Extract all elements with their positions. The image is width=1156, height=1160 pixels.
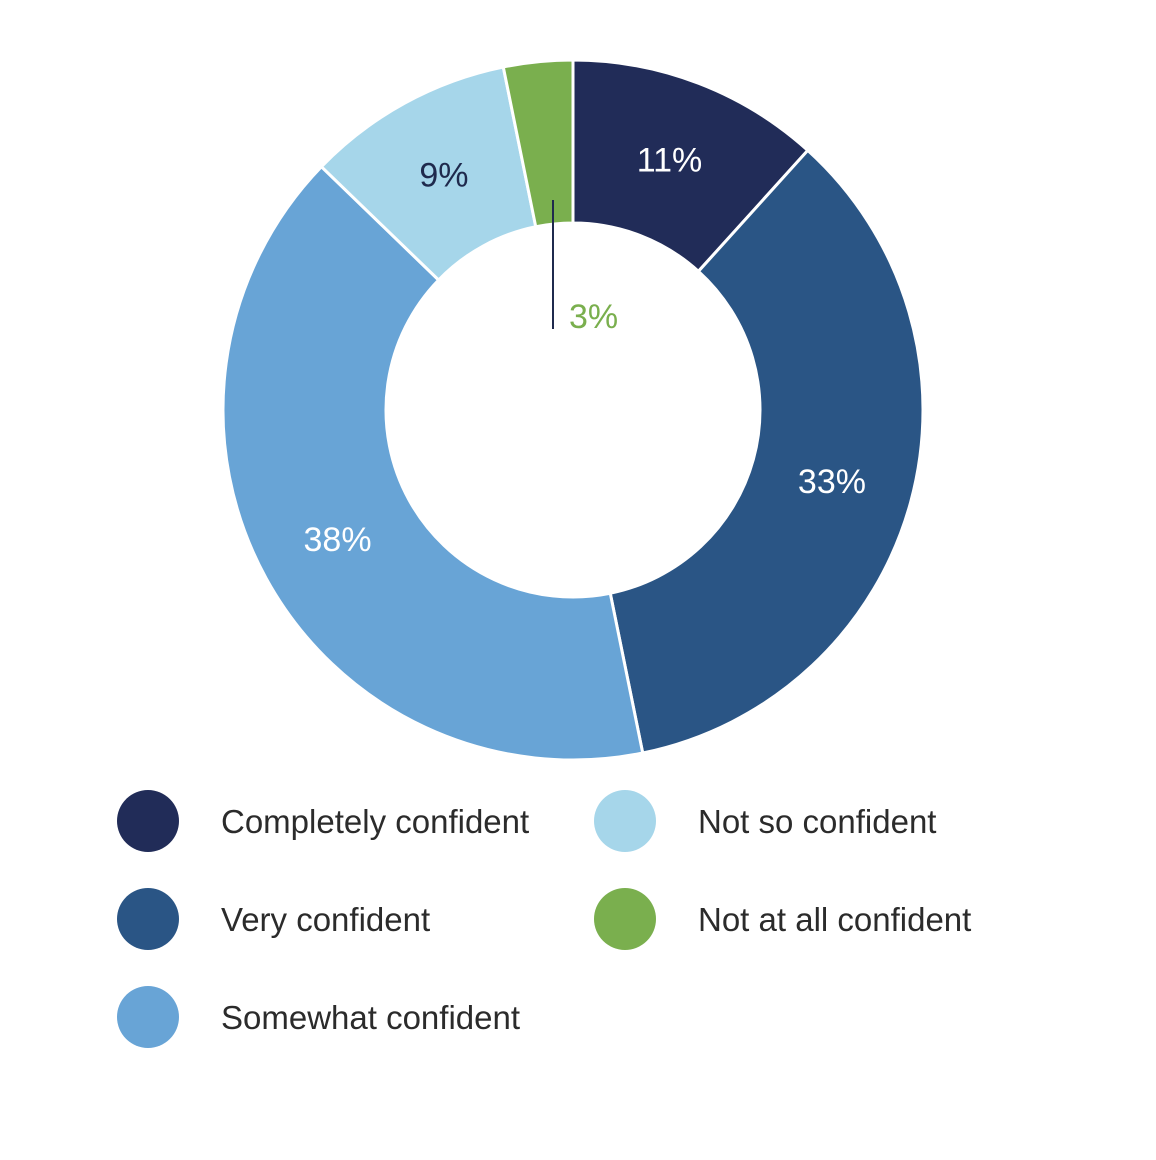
value-label-very-confident: 33% — [798, 463, 866, 501]
value-label-somewhat-confident: 38% — [304, 521, 372, 559]
slice-labels: 11% 33% 38% 9% 3% — [304, 141, 866, 559]
legend-label-very-confident: Very confident — [221, 901, 430, 938]
legend-label-somewhat-confident: Somewhat confident — [221, 999, 520, 1036]
legend-swatch-not-so-confident — [594, 790, 656, 852]
legend-swatch-completely-confident — [117, 790, 179, 852]
slice-somewhat-confident — [221, 164, 645, 762]
value-label-not-so-confident: 9% — [419, 157, 468, 195]
legend-swatch-very-confident — [117, 888, 179, 950]
slice-very-confident — [608, 148, 925, 755]
value-label-not-at-all-confident: 3% — [569, 298, 618, 336]
legend-swatch-not-at-all-confident — [594, 888, 656, 950]
slice-not-at-all-confident — [501, 58, 575, 229]
chart-legend: Completely confident Not so confident Very… — [117, 790, 971, 1048]
donut-slices — [221, 58, 925, 762]
value-label-completely-confident: 11% — [637, 141, 703, 179]
legend-label-not-so-confident: Not so confident — [698, 803, 936, 840]
legend-label-completely-confident: Completely confident — [221, 803, 529, 840]
legend-label-not-at-all-confident: Not at all confident — [698, 901, 971, 938]
legend-swatch-somewhat-confident — [117, 986, 179, 1048]
